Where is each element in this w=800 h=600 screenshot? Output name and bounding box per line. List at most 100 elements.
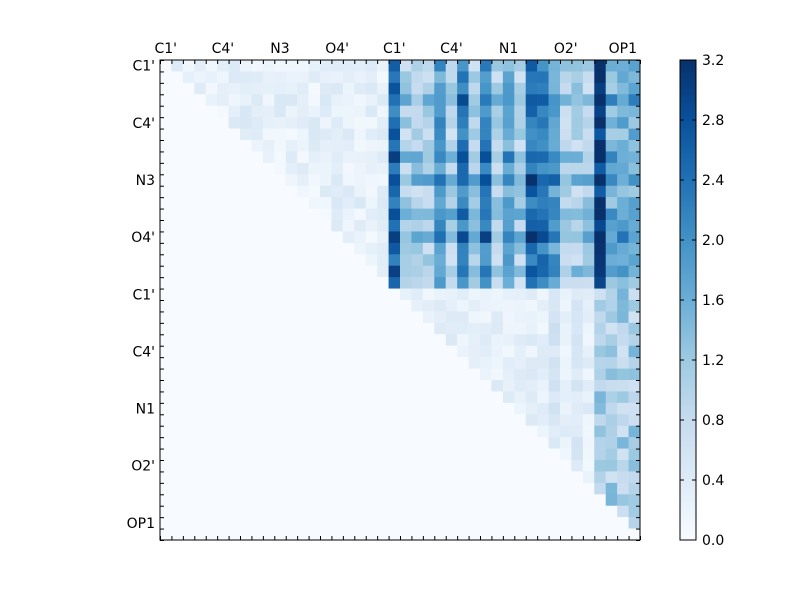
heatmap-cell <box>365 494 378 507</box>
heatmap-cell <box>560 60 572 72</box>
heatmap-cell <box>217 151 229 164</box>
heatmap-cell <box>388 220 401 232</box>
heatmap-cell <box>411 94 424 107</box>
heatmap-cell <box>571 140 584 152</box>
heatmap-cell <box>274 368 287 381</box>
heatmap-cell <box>342 151 355 164</box>
heatmap-cell <box>457 528 469 541</box>
heatmap-cell <box>171 208 184 221</box>
heatmap-cell <box>354 117 367 129</box>
heatmap-cell <box>605 448 618 461</box>
heatmap-cell <box>205 334 218 347</box>
heatmap-cell <box>194 380 207 392</box>
heatmap-cell <box>422 322 435 335</box>
heatmap-cell <box>285 494 298 507</box>
heatmap-cell <box>217 437 229 449</box>
heatmap-cell <box>377 197 389 209</box>
heatmap-cell <box>274 60 287 72</box>
heatmap-cell <box>537 162 549 175</box>
heatmap-cell <box>331 162 344 175</box>
heatmap-cell <box>377 425 389 438</box>
heatmap-cell <box>365 117 378 129</box>
heatmap-cell <box>400 242 412 255</box>
heatmap-cell <box>422 105 435 118</box>
heatmap-cell <box>297 162 309 175</box>
heatmap-cell <box>605 334 618 347</box>
heatmap-cell <box>617 208 629 221</box>
heatmap-cell <box>240 242 252 255</box>
heatmap-cell <box>617 231 629 244</box>
heatmap-cell <box>537 277 549 289</box>
heatmap-cell <box>228 368 241 381</box>
heatmap-cell <box>457 380 469 392</box>
heatmap-cell <box>491 494 504 507</box>
heatmap-cell <box>194 174 207 187</box>
heatmap-cell <box>388 231 401 244</box>
heatmap-cell <box>320 300 332 312</box>
heatmap-cell <box>342 528 355 541</box>
heatmap-cell <box>548 185 561 198</box>
heatmap-cell <box>354 174 367 187</box>
heatmap-cell <box>251 208 264 221</box>
heatmap-cell <box>480 425 492 438</box>
heatmap-cell <box>171 322 184 335</box>
heatmap-cell <box>502 311 515 324</box>
heatmap-cell <box>377 151 389 164</box>
heatmap-cell <box>331 402 344 415</box>
heatmap-cell <box>240 128 252 141</box>
heatmap-cell <box>605 460 618 472</box>
heatmap-cell <box>605 71 618 84</box>
heatmap-cell <box>411 242 424 255</box>
heatmap-cell <box>457 288 469 301</box>
heatmap-cell <box>240 265 252 278</box>
heatmap-cell <box>251 277 264 289</box>
heatmap-cell <box>400 345 412 358</box>
heatmap-cell <box>548 151 561 164</box>
heatmap-cell <box>605 517 618 529</box>
heatmap-cell <box>342 254 355 267</box>
heatmap-cell <box>422 208 435 221</box>
heatmap-cell <box>628 82 641 95</box>
heatmap-cell <box>262 242 275 255</box>
heatmap-cell <box>251 322 264 335</box>
heatmap-cell <box>217 174 229 187</box>
colorbar-tick-label: 2.8 <box>702 113 724 129</box>
heatmap-cell <box>171 482 184 495</box>
heatmap-cell <box>171 162 184 175</box>
heatmap-cell <box>320 117 332 129</box>
heatmap-cell <box>537 128 549 141</box>
heatmap-cell <box>400 208 412 221</box>
heatmap-cell <box>434 185 447 198</box>
colorbar-tick-label: 1.6 <box>702 293 724 309</box>
heatmap-cell <box>502 437 515 449</box>
heatmap-cell <box>388 482 401 495</box>
heatmap-cell <box>445 402 458 415</box>
heatmap-cell <box>400 162 412 175</box>
heatmap-cell <box>297 448 309 461</box>
heatmap-cell <box>331 345 344 358</box>
heatmap-cell <box>354 265 367 278</box>
heatmap-cell <box>240 151 252 164</box>
heatmap-cell <box>228 425 241 438</box>
heatmap-cell <box>308 345 321 358</box>
heatmap-cell <box>571 128 584 141</box>
heatmap-cell <box>308 60 321 72</box>
heatmap-cell <box>377 460 389 472</box>
heatmap-cell <box>182 437 195 449</box>
heatmap-cell <box>342 345 355 358</box>
heatmap-cell <box>468 174 481 187</box>
heatmap-cell <box>605 174 618 187</box>
heatmap-cell <box>262 505 275 518</box>
heatmap-cell <box>182 505 195 518</box>
heatmap-cell <box>434 197 447 209</box>
heatmap-cell <box>297 517 309 529</box>
heatmap-cell <box>605 288 618 301</box>
heatmap-cell <box>605 391 618 404</box>
heatmap-cell <box>514 482 527 495</box>
x-tick-label: C4' <box>212 41 235 57</box>
heatmap-cell <box>228 482 241 495</box>
heatmap-cell <box>228 117 241 129</box>
heatmap-cell <box>582 60 595 72</box>
heatmap-cell <box>182 254 195 267</box>
heatmap-cell <box>388 425 401 438</box>
